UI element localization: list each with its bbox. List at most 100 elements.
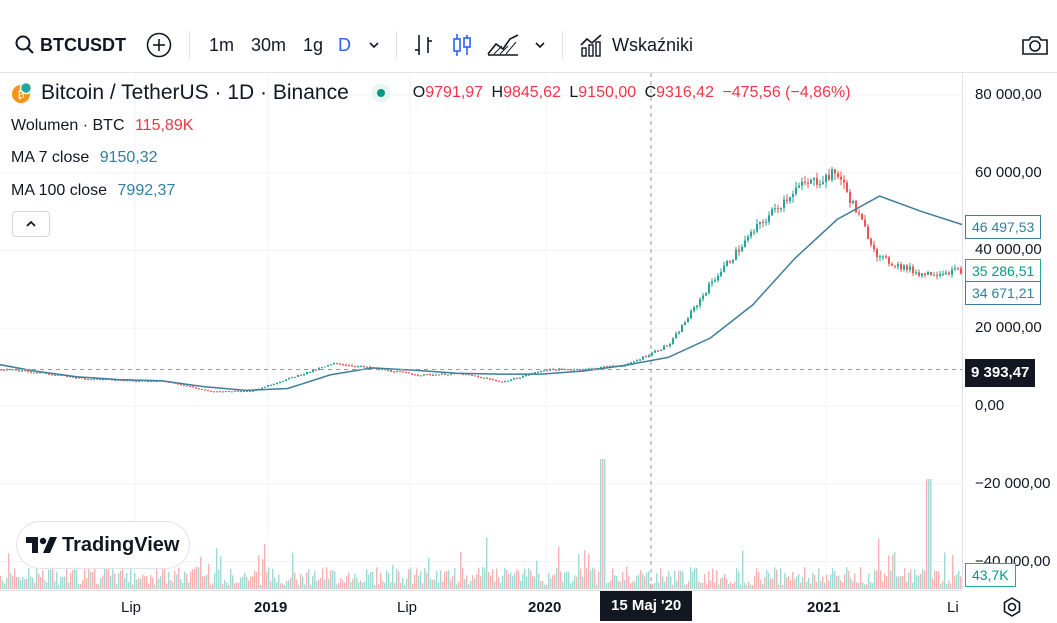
time-axis[interactable]: Lip 2019 Lip 2020 2021 Li 15 Maj '20 — [0, 590, 962, 622]
candle-body — [750, 231, 752, 237]
volume-bar — [538, 573, 540, 589]
volume-bar — [370, 572, 372, 589]
candle-body — [357, 366, 359, 368]
volume-bar — [762, 583, 764, 589]
candle-body — [852, 200, 854, 203]
axis-settings-button[interactable] — [1001, 596, 1023, 623]
legend-volume[interactable]: Wolumen · BTC 115,89K — [11, 117, 193, 135]
candle-body — [411, 373, 413, 375]
legend-ma100[interactable]: MA 100 close 7992,37 — [11, 182, 175, 200]
time-tick: Lip — [121, 599, 142, 616]
candle-body — [726, 261, 728, 266]
candle-body — [666, 345, 668, 347]
volume-bar — [352, 579, 354, 589]
volume-bar — [126, 573, 128, 589]
interval-d[interactable]: D — [338, 34, 351, 55]
volume-bar — [282, 583, 284, 589]
candle-body — [744, 240, 746, 247]
candle-body — [237, 390, 239, 392]
volume-bar — [6, 577, 8, 589]
candle-body — [798, 185, 800, 188]
candle-body — [543, 370, 545, 372]
volume-bar — [932, 578, 934, 589]
volume-bar — [564, 572, 566, 589]
candle-body — [150, 380, 152, 382]
price-tick: 20 000,00 — [975, 319, 1042, 336]
tradingview-logo[interactable]: TradingView — [17, 522, 189, 568]
volume-bar — [736, 568, 738, 589]
volume-bar — [326, 567, 328, 589]
candle-body — [717, 275, 719, 281]
volume-bar — [508, 574, 510, 589]
volume-bar — [76, 569, 78, 589]
candle-body — [732, 259, 734, 263]
volume-bar — [812, 572, 814, 589]
volume-bar — [888, 555, 890, 589]
price-scale[interactable]: 80 000,00 60 000,00 40 000,00 20 000,00 … — [962, 73, 1057, 590]
volume-bar — [672, 584, 674, 589]
candle-body — [102, 379, 104, 381]
candle-body — [891, 263, 893, 266]
volume-bar — [406, 578, 408, 589]
candle-body — [393, 371, 395, 373]
interval-1m[interactable]: 1m — [209, 34, 235, 55]
volume-bar — [814, 574, 816, 589]
volume-bar — [528, 568, 530, 589]
candle-body — [492, 379, 494, 381]
volume-bar — [414, 574, 416, 589]
candle-body — [504, 381, 506, 383]
ma100-value: 7992,37 — [117, 182, 176, 199]
snapshot-button[interactable] — [1020, 18, 1050, 72]
candle-body — [195, 387, 197, 389]
candle-body — [510, 379, 512, 381]
candle-body — [669, 344, 671, 347]
legend-ma7[interactable]: MA 7 close 9150,32 — [11, 149, 158, 167]
chart-type-dropdown[interactable] — [533, 18, 547, 72]
price-chart[interactable] — [0, 73, 962, 590]
collapse-legend-button[interactable] — [12, 211, 50, 237]
legend-pair[interactable]: Bitcoin / TetherUS · 1D · Binance — [41, 81, 349, 104]
candle-body — [729, 261, 731, 263]
volume-bar — [916, 575, 918, 589]
indicators-button[interactable]: Wskaźniki — [578, 18, 693, 72]
volume-bar — [252, 576, 254, 589]
volume-bar — [450, 580, 452, 589]
volume-bar — [90, 571, 92, 589]
volume-bar — [950, 583, 952, 589]
candle-body — [126, 380, 128, 382]
volume-bar — [664, 581, 666, 589]
candle-body — [39, 372, 41, 374]
candle-body — [204, 389, 206, 391]
volume-bar — [768, 572, 770, 589]
candle-body — [330, 364, 332, 366]
interval-dropdown[interactable] — [367, 18, 381, 72]
volume-bar — [858, 582, 860, 589]
market-status-icon[interactable] — [371, 83, 391, 103]
candle-body — [315, 369, 317, 371]
volume-bar — [874, 569, 876, 589]
interval-1g[interactable]: 1g — [303, 34, 324, 55]
candle-body — [381, 369, 383, 371]
candle-body — [78, 377, 80, 379]
candles-style-button[interactable] — [450, 18, 474, 72]
volume-bar — [232, 575, 234, 589]
bar-style-button[interactable] — [412, 18, 436, 72]
area-style-button[interactable] — [486, 18, 520, 72]
volume-bar — [488, 571, 490, 589]
volume-bar — [42, 569, 44, 589]
candle-body — [747, 236, 749, 241]
volume-bar — [54, 581, 56, 589]
candle-body — [837, 173, 839, 177]
volume-bar — [360, 580, 362, 589]
volume-bar — [550, 578, 552, 589]
candle-body — [681, 325, 683, 333]
chart-pane[interactable] — [0, 73, 962, 590]
volume-bar — [176, 574, 178, 589]
interval-30m[interactable]: 30m — [251, 34, 287, 55]
add-symbol-button[interactable] — [145, 18, 173, 72]
volume-bar — [30, 576, 32, 589]
candle-body — [486, 377, 488, 379]
symbol-search[interactable]: BTCUSDT — [14, 18, 126, 72]
volume-bar — [148, 583, 150, 589]
volume-bar — [78, 584, 80, 589]
